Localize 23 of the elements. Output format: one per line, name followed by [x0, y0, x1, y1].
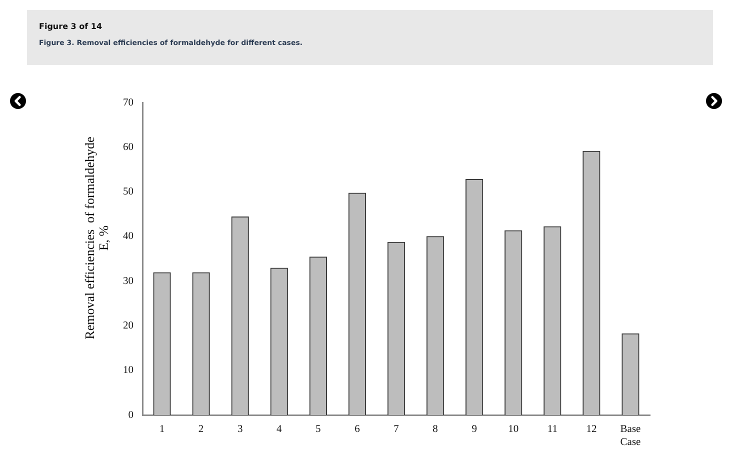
y-tick-label: 20 — [123, 320, 134, 332]
x-tick-label: 6 — [354, 424, 360, 435]
x-tick-label: Base Case — [620, 424, 642, 448]
y-tick-label: 50 — [123, 186, 134, 198]
x-tick-label: 2 — [198, 424, 204, 435]
y-axis-title: Removal efficiencies of formaldehyde E, % — [82, 136, 111, 340]
x-tick-label: 4 — [276, 424, 283, 435]
y-tick-label: 60 — [123, 142, 134, 153]
y-tick-label: 30 — [123, 276, 134, 287]
caption: Figure 3 of 14 — [39, 22, 102, 31]
x-tick-label: 11 — [547, 424, 558, 435]
x-tick-label: 9 — [472, 424, 477, 435]
y-tick-label: 0 — [128, 410, 134, 421]
x-tick-label: 10 — [508, 424, 519, 435]
x-tick-label: 1 — [159, 424, 165, 435]
x-tick-label: 5 — [316, 424, 321, 435]
y-tick-label: 70 — [123, 97, 134, 108]
y-tick-label: 40 — [123, 231, 134, 242]
x-tick-label: 3 — [237, 424, 243, 435]
y-tick-label: 10 — [123, 365, 134, 376]
x-tick-label: 8 — [432, 424, 438, 435]
x-tick-label: 12 — [586, 424, 597, 435]
x-tick-label: 7 — [394, 424, 399, 435]
